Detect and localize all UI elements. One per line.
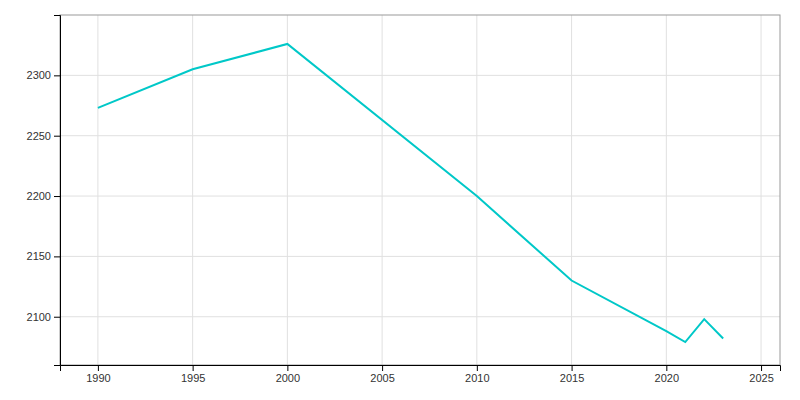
tick-mark bbox=[54, 256, 60, 257]
tick-mark bbox=[54, 196, 60, 197]
grid-line-y bbox=[60, 196, 780, 197]
tick-mark bbox=[54, 317, 60, 318]
grid-line-x bbox=[287, 15, 288, 365]
x-axis: 1990 1995 2000 2005 2010 2015 2020 2025 bbox=[61, 365, 781, 384]
tick-label: 2005 bbox=[370, 372, 394, 384]
tick-label: 2025 bbox=[749, 372, 773, 384]
tick: 2010 bbox=[465, 365, 489, 384]
tick-label: 2150 bbox=[27, 250, 51, 262]
tick: 2250 bbox=[27, 130, 60, 142]
tick-mark bbox=[54, 136, 60, 137]
tick-mark bbox=[287, 365, 288, 371]
grid-line-x bbox=[666, 15, 667, 365]
tick: 2000 bbox=[276, 365, 300, 384]
tick-label: 2250 bbox=[27, 130, 51, 142]
grid-line-x bbox=[97, 15, 98, 365]
tick-mark bbox=[572, 365, 573, 371]
tick: 2025 bbox=[749, 365, 773, 384]
tick: 2100 bbox=[27, 311, 60, 323]
grid-line-x bbox=[761, 15, 762, 365]
tick-label: 2010 bbox=[465, 372, 489, 384]
y-axis: 2100 2150 2200 2250 2300 bbox=[27, 16, 61, 366]
tick: 1990 bbox=[86, 365, 110, 384]
axis-domain bbox=[54, 16, 61, 366]
tick-mark bbox=[193, 365, 194, 371]
plot-frame bbox=[60, 15, 780, 365]
grid-line-x bbox=[382, 15, 383, 365]
tick-mark bbox=[54, 75, 60, 76]
tick: 2020 bbox=[655, 365, 679, 384]
tick-label: 2020 bbox=[655, 372, 679, 384]
grid bbox=[60, 15, 780, 365]
plot-area bbox=[98, 44, 723, 342]
chart: 1990 1995 2000 2005 2010 2015 2020 2025 2100 2150… bbox=[0, 0, 800, 400]
tick: 2300 bbox=[27, 69, 60, 81]
tick-mark bbox=[477, 365, 478, 371]
tick-label: 1990 bbox=[86, 372, 110, 384]
tick-label: 2300 bbox=[27, 69, 51, 81]
tick-mark bbox=[98, 365, 99, 371]
grid-line-y bbox=[60, 75, 780, 76]
tick: 2005 bbox=[370, 365, 394, 384]
grid-line-x bbox=[571, 15, 572, 365]
tick-mark bbox=[761, 365, 762, 371]
grid-line-x bbox=[476, 15, 477, 365]
tick-label: 2200 bbox=[27, 190, 51, 202]
tick-label: 2100 bbox=[27, 311, 51, 323]
tick: 2015 bbox=[560, 365, 584, 384]
axis-domain bbox=[61, 366, 781, 372]
line bbox=[98, 44, 723, 342]
grid-line-y bbox=[60, 256, 780, 257]
tick-label: 2015 bbox=[560, 372, 584, 384]
grid-line-x bbox=[192, 15, 193, 365]
tick-label: 2000 bbox=[276, 372, 300, 384]
tick-mark bbox=[666, 365, 667, 371]
grid-line-y bbox=[60, 316, 780, 317]
tick: 2200 bbox=[27, 190, 60, 202]
grid-line-y bbox=[60, 135, 780, 136]
tick: 2150 bbox=[27, 250, 60, 262]
tick-label: 1995 bbox=[181, 372, 205, 384]
tick-mark bbox=[382, 365, 383, 371]
tick: 1995 bbox=[181, 365, 205, 384]
